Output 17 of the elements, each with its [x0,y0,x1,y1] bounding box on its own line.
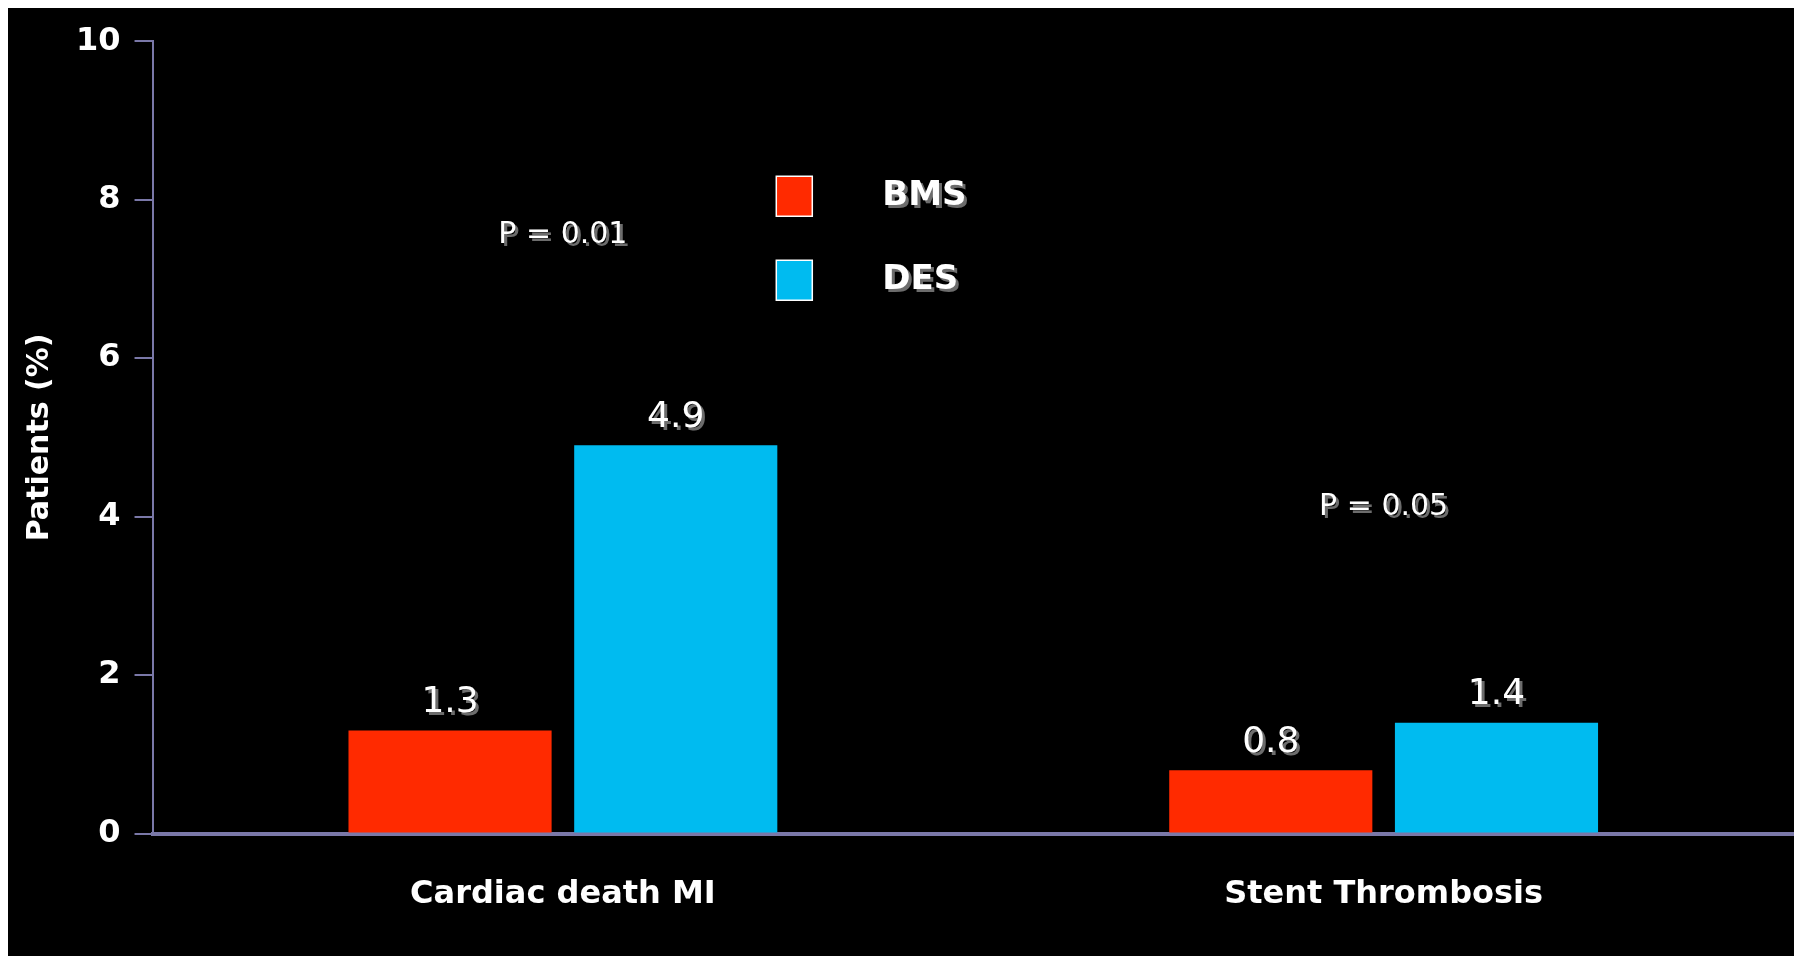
legend-label: BMS [882,173,967,214]
y-tick-label: 10 [76,19,121,58]
y-axis-title: Patients (%) [19,333,55,542]
y-tick-label: 2 [98,653,121,692]
annotation: P = 0.01 [498,215,628,251]
annotation: P = 0.05 [1319,487,1449,523]
legend-label: DES [882,257,959,298]
y-tick-label: 4 [98,494,121,533]
data-label: 4.9 [647,393,705,435]
data-label: 0.8 [1242,718,1300,760]
x-tick-label: Stent Thrombosis [1224,873,1544,912]
data-label: 1.4 [1467,671,1526,713]
y-tick-label: 8 [98,177,121,216]
y-tick-label: 6 [98,336,121,375]
x-tick-label: Cardiac death MI [410,873,716,912]
data-label: 1.3 [421,678,479,720]
y-tick-label: 0 [98,811,121,850]
